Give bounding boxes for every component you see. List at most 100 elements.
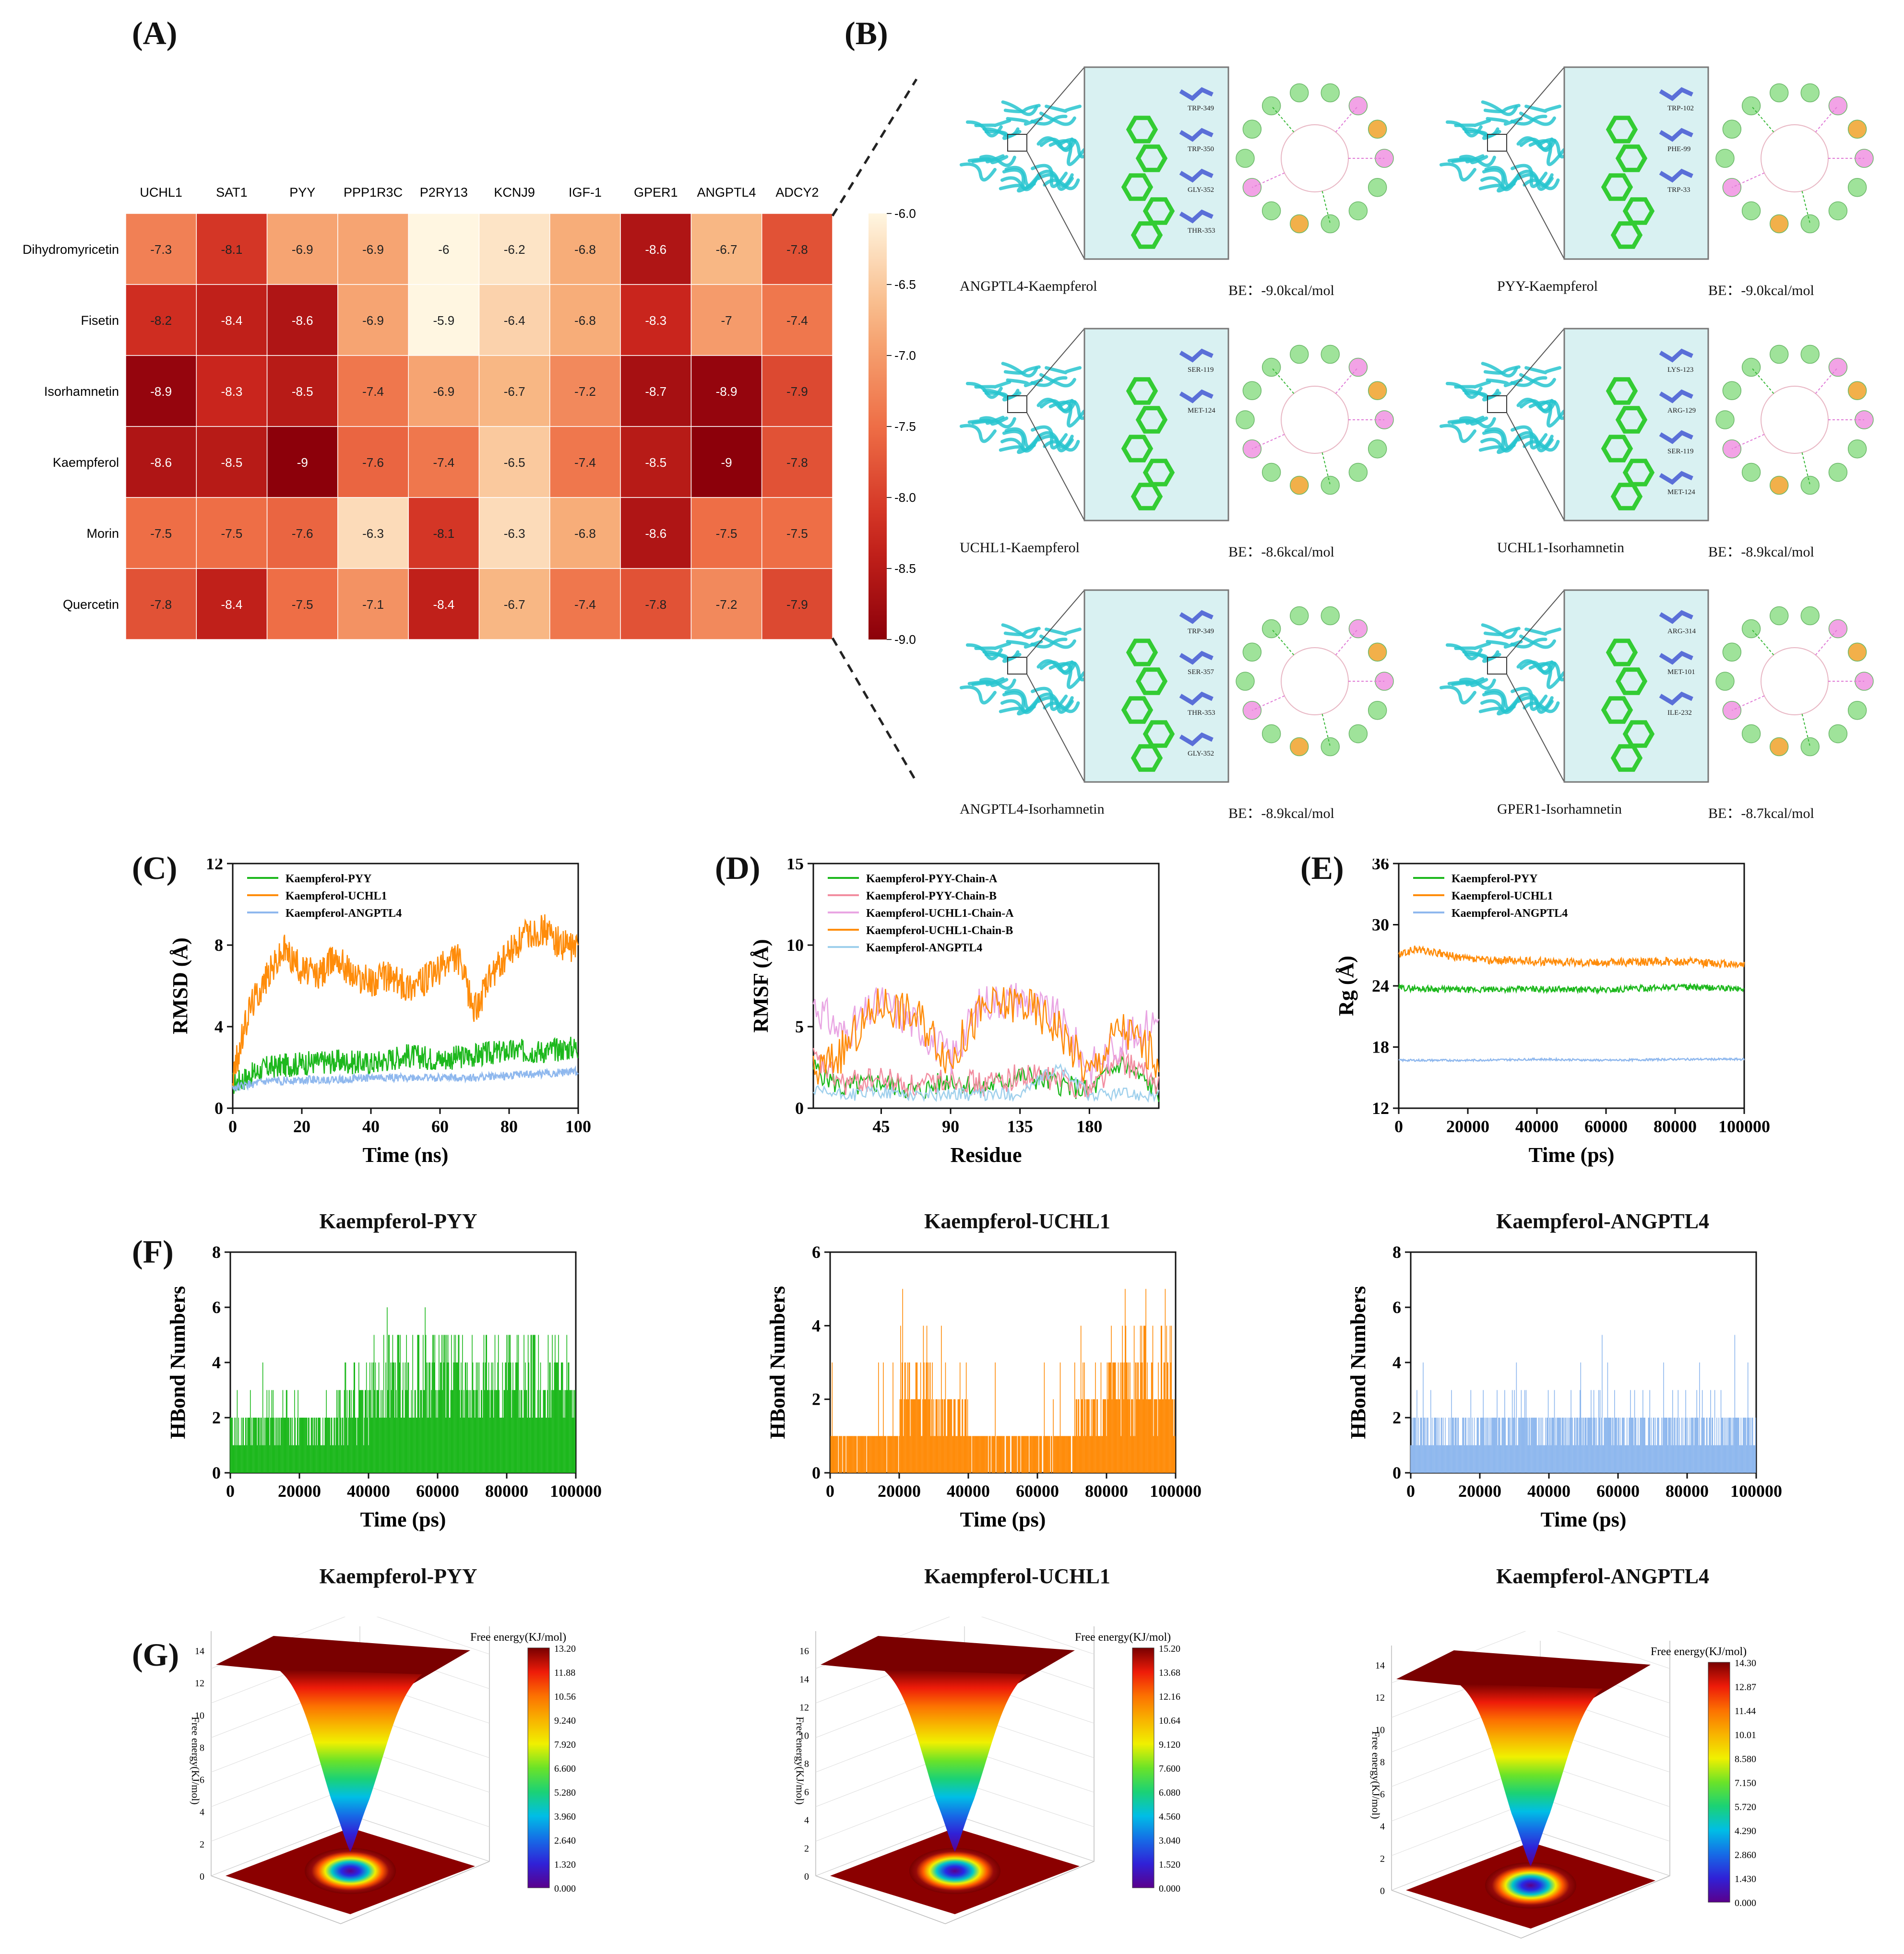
fel-z-tick: 0: [1380, 1886, 1385, 1896]
residue-label: LYS-123: [1667, 366, 1693, 374]
plot-frame: [812, 863, 1160, 1109]
x-tick-label: 40000: [947, 1481, 990, 1501]
x-tick-label: 100000: [1730, 1481, 1782, 1501]
interaction-residue: [1847, 700, 1867, 720]
fel-z-tick: 2: [200, 1839, 204, 1850]
ligand-ring: [1130, 221, 1163, 249]
y-axis-label: RMSD (Å): [168, 937, 192, 1034]
interaction-residue: [1722, 119, 1742, 139]
x-tick-label: 20000: [1446, 1117, 1489, 1136]
ligand-ring: [1135, 406, 1168, 434]
y-tick-label: 0: [212, 1463, 221, 1482]
docking-figure: LYS-123 ARG-129 SER-119 MET-124: [1439, 328, 1874, 521]
residue-label: ARG-314: [1667, 628, 1696, 635]
legend-label: Kaempferol-ANGPTL4: [1452, 907, 1568, 920]
protein-ribbon: [982, 650, 1020, 661]
x-tick-label: 100: [565, 1117, 591, 1136]
complex-name: ANGPTL4-Isorhamnetin: [960, 801, 1105, 817]
interaction-residue: [1828, 357, 1848, 377]
colorbar-tick-label: -8.5: [894, 561, 916, 576]
complex-name: ANGPTL4-Kaempferol: [960, 278, 1097, 294]
heatmap-cell-value: -6.7: [504, 384, 525, 399]
fel-chart-pyy: 0 2 4 6 8 10 12 14 Free energy(KJ/mol) Free energ…: [190, 1617, 576, 1924]
zoom-line: [1506, 590, 1565, 658]
docking-caption: ANGPTL4-Isorhamnetin BE：-8.9kcal/mol: [940, 801, 1411, 830]
interaction-residue: [1847, 381, 1867, 401]
protein-ribbon: [979, 154, 1016, 167]
fel-z-tick: 8: [804, 1759, 809, 1769]
protein-ribbon: [1036, 696, 1074, 714]
interaction-residue: [1348, 462, 1368, 482]
heatmap-cell: [549, 213, 621, 285]
interaction-bond: [1321, 714, 1331, 747]
interaction-bond: [1335, 367, 1359, 394]
heatmap-cell-value: -6.8: [574, 526, 596, 541]
heatmap-cell: [125, 426, 197, 498]
y-tick-label: 24: [1372, 976, 1389, 995]
interaction-core: [1761, 647, 1829, 715]
protein-ribbon: [1524, 105, 1562, 113]
interaction-residue: [1261, 462, 1281, 482]
protein-ribbon: [1523, 701, 1560, 713]
heatmap-cell-value: -6.8: [574, 313, 596, 328]
ligand-ring: [1130, 483, 1163, 510]
protein-ribbon: [1003, 627, 1041, 636]
interaction-bond: [1801, 714, 1811, 747]
y-axis-label: HBond Numbers: [768, 1286, 789, 1439]
interaction-residue: [1321, 344, 1340, 364]
protein-ribbon: [1454, 641, 1491, 651]
binding-energy: BE：-9.0kcal/mol: [1228, 283, 1334, 298]
fel-colorbar-tick: 2.640: [554, 1836, 576, 1846]
fel-colorbar: [527, 1647, 550, 1888]
protein-ribbon: [1039, 373, 1076, 388]
interaction-bond: [1251, 695, 1285, 711]
fel-colorbar-tick: 5.280: [554, 1788, 576, 1798]
heatmap-colorbar: [869, 213, 887, 639]
fel-z-tick: 16: [799, 1646, 809, 1657]
residue-label: GLY-352: [1188, 186, 1214, 194]
rg-series-line: [1398, 945, 1745, 969]
interaction-residue: [1289, 475, 1309, 495]
protein-ribbon: [974, 641, 1012, 651]
fel-colorbar-tick: 3.040: [1159, 1836, 1180, 1846]
interaction-residue: [1847, 119, 1867, 139]
protein-ribbon: [1048, 139, 1086, 166]
protein-ribbon: [1036, 173, 1074, 191]
heatmap-cell-value: -6.7: [716, 242, 738, 257]
y-axis-label: HBond Numbers: [1348, 1286, 1370, 1439]
protein-ribbon: [1445, 381, 1483, 399]
heatmap-cell-value: -7.2: [574, 384, 596, 399]
x-tick-label: 80000: [1085, 1481, 1128, 1501]
x-tick-label: 60: [431, 1117, 449, 1136]
fel-grid: [359, 1783, 490, 1827]
interaction-residue: [1321, 606, 1340, 626]
legend-label: Kaempferol-PYY-Chain-A: [866, 873, 998, 885]
y-tick-label: 8: [214, 936, 223, 955]
docking-card: SER-119 MET-124 UCHL1-Kaempferol BE：-8.6kca…: [940, 319, 1411, 578]
interaction-bond: [1335, 105, 1359, 132]
legend-label: Kaempferol-ANGPTL4: [286, 907, 402, 920]
panel-label-g: (G): [132, 1636, 179, 1673]
protein-structure: [959, 362, 1095, 454]
heatmap-cell-value: -6.7: [504, 597, 525, 612]
heatmap-cell: [196, 497, 268, 569]
heatmap-cell-value: -7.8: [786, 455, 808, 470]
heatmap-column-label: P2RY13: [420, 185, 468, 200]
protein-ribbon: [1486, 378, 1523, 388]
docking-card: TRP-102 PHE-99 TRP-33 PYY-Kaempferol BE：-9.0…: [1420, 58, 1891, 317]
fel-funnel: [278, 1670, 422, 1852]
protein-ribbon: [974, 380, 1012, 389]
residue-label: MET-124: [1188, 407, 1215, 414]
x-tick-label: 60000: [1584, 1117, 1628, 1136]
fel-grid: [964, 1783, 1095, 1827]
heatmap-cell-value: -7.3: [150, 242, 172, 257]
legend-label: Kaempferol-UCHL1: [1452, 890, 1553, 902]
x-axis-label: Time (ps): [960, 1508, 1046, 1531]
protein-ribbon: [1045, 105, 1082, 113]
fel-colorbar-tick: 10.56: [554, 1692, 576, 1702]
ligand-ring: [1606, 639, 1638, 666]
fel-colorbar-tick: 10.01: [1735, 1730, 1756, 1741]
interaction-diagram: [1236, 606, 1394, 757]
y-tick-label: 12: [1372, 1099, 1389, 1118]
interaction-diagram: [1236, 344, 1394, 495]
